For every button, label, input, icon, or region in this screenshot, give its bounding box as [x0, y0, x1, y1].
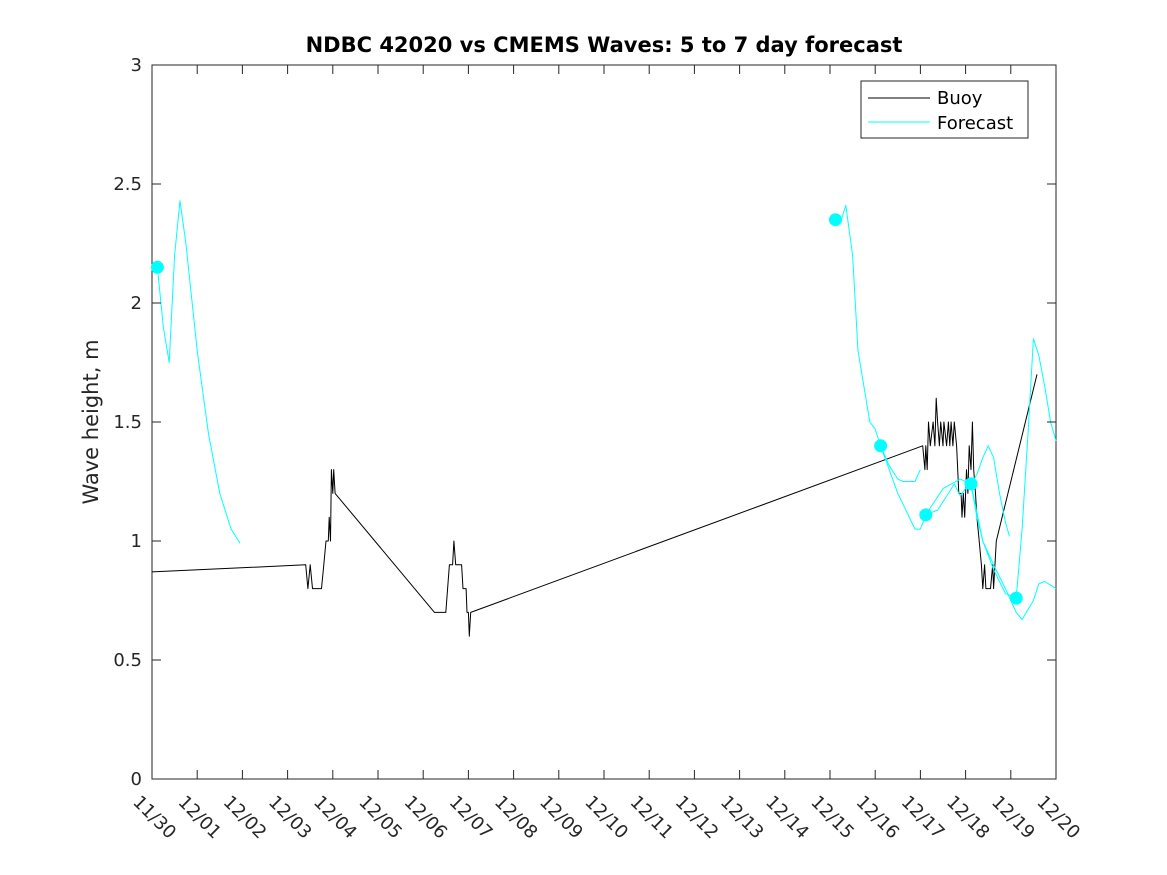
- x-tick-label: 12/02: [219, 792, 271, 844]
- series-forecast: [150, 200, 1057, 620]
- y-axis-label: Wave height, m: [79, 339, 103, 504]
- forecast-marker: [964, 477, 978, 491]
- forecast-marker: [150, 260, 164, 274]
- y-tick-label: 2: [131, 293, 142, 314]
- forecast-marker: [828, 213, 842, 227]
- y-tick-label: 0: [131, 769, 142, 790]
- forecast-line: [835, 204, 921, 482]
- forecast-line: [925, 478, 1057, 620]
- x-tick-label: 12/15: [806, 792, 858, 844]
- x-tick-label: 12/04: [309, 792, 361, 844]
- buoy-line: [151, 374, 1038, 637]
- x-tick-label: 12/03: [264, 792, 316, 844]
- forecast-marker: [919, 508, 933, 522]
- x-tick-label: 12/13: [716, 792, 768, 844]
- x-tick-label: 12/20: [1032, 792, 1084, 844]
- y-tick-label: 0.5: [113, 650, 142, 671]
- x-tick-label: 12/10: [580, 792, 632, 844]
- y-tick-label: 1: [131, 531, 142, 552]
- forecast-line: [970, 338, 1057, 599]
- y-tick-label: 2.5: [113, 174, 142, 195]
- legend-box: [860, 80, 1029, 139]
- x-tick-label: 12/05: [354, 792, 406, 844]
- legend-buoy-label: Buoy: [937, 88, 983, 109]
- x-tick-label: 12/18: [942, 792, 994, 844]
- forecast-line: [880, 445, 1010, 537]
- y-tick-label: 3: [131, 55, 142, 76]
- plot-area: 00.511.522.5311/3012/0112/0212/0312/0412…: [113, 55, 1084, 843]
- axes-box: [151, 64, 1057, 780]
- x-tick-label: 12/11: [626, 792, 678, 844]
- forecast-marker: [874, 439, 888, 453]
- x-tick-label: 12/12: [671, 792, 723, 844]
- x-tick-label: 12/14: [761, 792, 813, 844]
- series-buoy: [151, 374, 1038, 637]
- x-tick-label: 11/30: [128, 792, 180, 844]
- forecast-marker: [1009, 591, 1023, 605]
- chart-title: NDBC 42020 vs CMEMS Waves: 5 to 7 day fo…: [306, 33, 903, 57]
- x-tick-label: 12/16: [852, 792, 904, 844]
- x-tick-label: 12/19: [987, 792, 1039, 844]
- x-tick-label: 12/08: [490, 792, 542, 844]
- x-tick-label: 12/01: [174, 792, 226, 844]
- x-tick-label: 12/07: [445, 792, 497, 844]
- x-tick-label: 12/17: [897, 792, 949, 844]
- forecast-line: [156, 200, 241, 544]
- legend-forecast-label: Forecast: [937, 113, 1013, 134]
- legend: Buoy Forecast: [860, 80, 1029, 139]
- series-layer: [150, 200, 1057, 637]
- x-tick-label: 12/09: [535, 792, 587, 844]
- y-tick-label: 1.5: [113, 412, 142, 433]
- x-tick-label: 12/06: [400, 792, 452, 844]
